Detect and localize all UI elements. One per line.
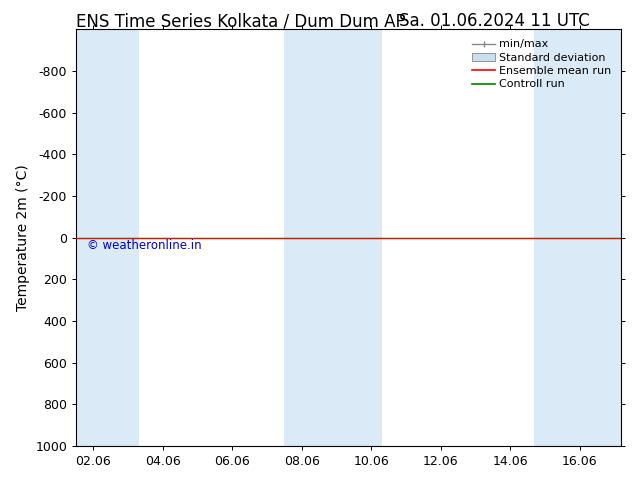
Y-axis label: Temperature 2m (°C): Temperature 2m (°C) bbox=[16, 164, 30, 311]
Text: © weatheronline.in: © weatheronline.in bbox=[87, 239, 202, 252]
Bar bbox=[534, 29, 621, 446]
Text: ENS Time Series Kolkata / Dum Dum AP: ENS Time Series Kolkata / Dum Dum AP bbox=[76, 12, 406, 30]
Bar bbox=[76, 29, 139, 446]
Text: Sa. 01.06.2024 11 UTC: Sa. 01.06.2024 11 UTC bbox=[399, 12, 590, 30]
Bar bbox=[285, 29, 382, 446]
Legend: min/max, Standard deviation, Ensemble mean run, Controll run: min/max, Standard deviation, Ensemble me… bbox=[468, 35, 616, 94]
